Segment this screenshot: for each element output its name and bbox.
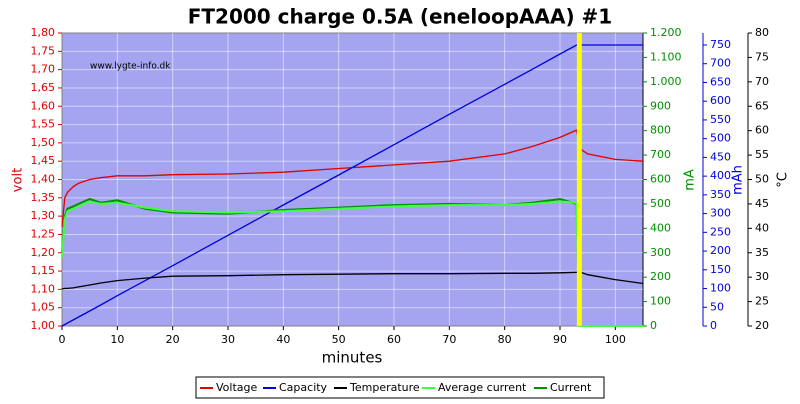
y-tick-label: 50 xyxy=(755,173,769,186)
y-tick-label: 60 xyxy=(755,124,769,137)
legend-box xyxy=(195,376,605,399)
y-tick-label: 1,25 xyxy=(31,227,56,240)
y-tick-label: 150 xyxy=(710,263,731,276)
y-tick-label: 1,75 xyxy=(31,44,56,57)
x-tick-label: 60 xyxy=(387,333,401,346)
y-tick-label: 500 xyxy=(710,132,731,145)
y-tick-label: 450 xyxy=(710,150,731,163)
x-tick-label: 30 xyxy=(221,333,235,346)
x-tick-label: 100 xyxy=(605,333,626,346)
y-tick-label: 650 xyxy=(710,75,731,88)
y-tick-label: 40 xyxy=(755,221,769,234)
y-tick-label: 100 xyxy=(650,295,671,308)
legend-label: Temperature xyxy=(349,381,420,394)
x-tick-label: 50 xyxy=(332,333,346,346)
x-tick-label: 20 xyxy=(166,333,180,346)
legend-label: Voltage xyxy=(216,381,257,394)
y-tick-label: 45 xyxy=(755,197,769,210)
y-tick-label: 600 xyxy=(650,173,671,186)
y-tick-label: 1,70 xyxy=(31,63,56,76)
y-tick-label: 1,55 xyxy=(31,118,56,131)
axis-title: mAh xyxy=(731,165,746,195)
x-tick-label: 70 xyxy=(442,333,456,346)
y-tick-label: 1,35 xyxy=(31,191,56,204)
y-tick-label: 1,30 xyxy=(31,209,56,222)
y-tick-label: 70 xyxy=(755,75,769,88)
y-tick-label: 200 xyxy=(650,270,671,283)
y-tick-label: 750 xyxy=(710,38,731,51)
y-tick-label: 35 xyxy=(755,246,769,259)
y-tick-label: 300 xyxy=(650,246,671,259)
y-tick-label: 1,45 xyxy=(31,154,56,167)
y-tick-label: 500 xyxy=(650,197,671,210)
y-tick-label: 1.200 xyxy=(650,26,682,39)
legend-label: Capacity xyxy=(279,381,328,394)
y-tick-label: 75 xyxy=(755,50,769,63)
y-tick-label: 1,50 xyxy=(31,136,56,149)
y-tick-label: 1,60 xyxy=(31,99,56,112)
x-tick-label: 80 xyxy=(498,333,512,346)
y-tick-label: 1,20 xyxy=(31,246,56,259)
axis-title: °C xyxy=(776,172,791,188)
legend-label: Current xyxy=(550,381,592,394)
y-tick-label: 700 xyxy=(710,57,731,70)
x-tick-label: 90 xyxy=(553,333,567,346)
y-tick-label: 50 xyxy=(710,300,724,313)
y-tick-label: 1,80 xyxy=(31,26,56,39)
y-tick-label: 600 xyxy=(710,94,731,107)
y-tick-label: 350 xyxy=(710,188,731,201)
y-tick-label: 1,40 xyxy=(31,173,56,186)
y-tick-label: 1,10 xyxy=(31,282,56,295)
y-tick-label: 300 xyxy=(710,207,731,220)
legend-label: Average current xyxy=(438,381,527,394)
y-tick-label: 550 xyxy=(710,113,731,126)
y-tick-label: 80 xyxy=(755,26,769,39)
y-tick-label: 400 xyxy=(650,221,671,234)
axis-title: mA xyxy=(683,169,698,191)
y-tick-label: 1.000 xyxy=(650,75,682,88)
y-tick-label: 55 xyxy=(755,148,769,161)
watermark: www.lygte-info.dk xyxy=(90,62,171,72)
axis-title: volt xyxy=(11,168,26,192)
x-axis-title: minutes xyxy=(322,349,383,367)
y-tick-label: 1,65 xyxy=(31,81,56,94)
y-tick-label: 25 xyxy=(755,295,769,308)
y-tick-label: 1,15 xyxy=(31,264,56,277)
x-tick-label: 0 xyxy=(59,333,66,346)
y-tick-label: 250 xyxy=(710,225,731,238)
y-tick-label: 900 xyxy=(650,99,671,112)
y-tick-label: 0 xyxy=(710,319,717,332)
y-tick-label: 30 xyxy=(755,270,769,283)
x-tick-label: 40 xyxy=(276,333,290,346)
y-tick-label: 0 xyxy=(650,319,657,332)
chart-title: FT2000 charge 0.5A (eneloopAAA) #1 xyxy=(188,5,612,29)
y-tick-label: 100 xyxy=(710,282,731,295)
y-tick-label: 800 xyxy=(650,124,671,137)
y-tick-label: 65 xyxy=(755,99,769,112)
y-tick-label: 1,00 xyxy=(31,319,56,332)
y-tick-label: 700 xyxy=(650,148,671,161)
y-tick-label: 20 xyxy=(755,319,769,332)
y-tick-label: 1,05 xyxy=(31,301,56,314)
x-tick-label: 10 xyxy=(110,333,124,346)
y-tick-label: 200 xyxy=(710,244,731,257)
y-tick-label: 1.100 xyxy=(650,50,682,63)
y-tick-label: 400 xyxy=(710,169,731,182)
